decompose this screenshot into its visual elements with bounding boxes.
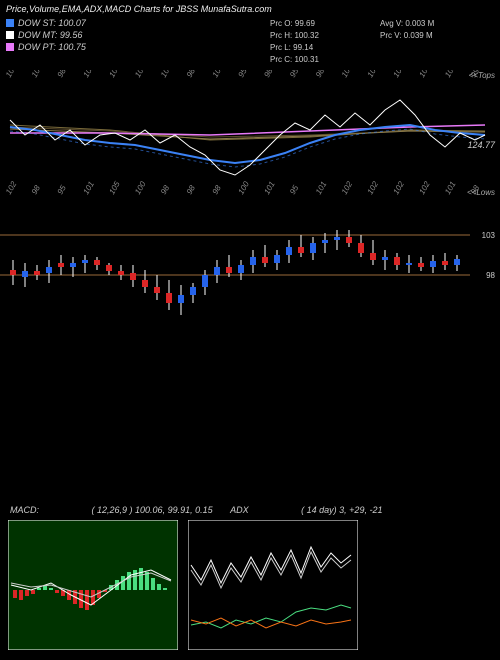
quote-open: Prc O: 99.69 <box>270 18 319 30</box>
legend-mt-label: DOW MT: 99.56 <box>18 30 82 40</box>
adx-panel <box>188 520 358 650</box>
chart-title: Price,Volume,EMA,ADX,MACD Charts for JBS… <box>6 4 272 14</box>
quote-low: Prc L: 99.14 <box>270 42 319 54</box>
svg-text:109: 109 <box>107 70 122 79</box>
chart-container: Price,Volume,EMA,ADX,MACD Charts for JBS… <box>0 0 500 660</box>
svg-text:98: 98 <box>185 183 198 196</box>
svg-text:103: 103 <box>482 231 496 240</box>
svg-text:100: 100 <box>133 70 148 79</box>
svg-text:101: 101 <box>443 180 457 196</box>
legend-st-label: DOW ST: 100.07 <box>18 18 86 28</box>
quote-close: Prc C: 100.31 <box>270 54 319 66</box>
svg-text:102: 102 <box>366 179 381 196</box>
svg-text:101: 101 <box>81 180 95 196</box>
svg-text:103: 103 <box>366 70 381 79</box>
svg-text:106: 106 <box>4 70 19 79</box>
svg-text:95: 95 <box>56 183 69 196</box>
svg-text:<<Tops: <<Tops <box>469 71 495 80</box>
top-panel: 106 104 98 102 109 100 103 98 101 95 98 95 98 101 103 1… <box>0 70 500 200</box>
svg-text:102: 102 <box>81 70 96 79</box>
svg-text:95: 95 <box>288 70 301 79</box>
svg-text:104: 104 <box>30 70 45 79</box>
svg-text:98: 98 <box>262 70 275 79</box>
svg-text:102: 102 <box>417 179 432 196</box>
quotes-vol: Avg V: 0.003 M Prc V: 0.039 M <box>380 18 434 42</box>
svg-text:101: 101 <box>340 70 354 79</box>
svg-text:98: 98 <box>159 183 172 196</box>
svg-text:101: 101 <box>262 180 276 196</box>
svg-text:104: 104 <box>391 70 406 79</box>
svg-text:102: 102 <box>4 179 19 196</box>
legend-pt-label: DOW PT: 100.75 <box>18 42 86 52</box>
macd-panel <box>8 520 178 650</box>
svg-text:124.77: 124.77 <box>467 140 496 150</box>
legend-st: DOW ST: 100.07 <box>6 18 86 28</box>
legend-st-box <box>6 19 14 27</box>
svg-text:105: 105 <box>107 179 122 196</box>
svg-text:100: 100 <box>133 179 148 196</box>
quote-high: Prc H: 100.32 <box>270 30 319 42</box>
svg-text:98: 98 <box>185 70 198 79</box>
svg-text:102: 102 <box>340 179 355 196</box>
svg-text:<<Lows: <<Lows <box>467 188 495 197</box>
svg-text:101: 101 <box>211 70 225 79</box>
svg-text:98: 98 <box>486 271 495 280</box>
candle-panel: 103 98 <box>0 215 500 345</box>
svg-text:98: 98 <box>30 183 43 196</box>
svg-text:98: 98 <box>314 70 327 79</box>
svg-text:100: 100 <box>236 179 251 196</box>
legend-pt: DOW PT: 100.75 <box>6 42 86 52</box>
macd-label: MACD: ( 12,26,9 ) 100.06, 99.91, 0.15 AD… <box>10 505 382 515</box>
quotes-ohlc: Prc O: 99.69 Prc H: 100.32 Prc L: 99.14 … <box>270 18 319 66</box>
svg-text:102: 102 <box>391 179 406 196</box>
svg-text:98: 98 <box>56 70 69 79</box>
svg-text:95: 95 <box>288 183 301 196</box>
svg-text:98: 98 <box>211 183 224 196</box>
svg-text:105: 105 <box>417 70 432 79</box>
legend-mt-box <box>6 31 14 39</box>
legend-mt: DOW MT: 99.56 <box>6 30 82 40</box>
svg-text:103: 103 <box>159 70 174 79</box>
quote-avgv: Avg V: 0.003 M <box>380 18 434 30</box>
svg-text:95: 95 <box>236 70 249 79</box>
legend-pt-box <box>6 43 14 51</box>
svg-text:101: 101 <box>314 180 328 196</box>
quote-prcv: Prc V: 0.039 M <box>380 30 434 42</box>
svg-text:101: 101 <box>443 70 457 79</box>
